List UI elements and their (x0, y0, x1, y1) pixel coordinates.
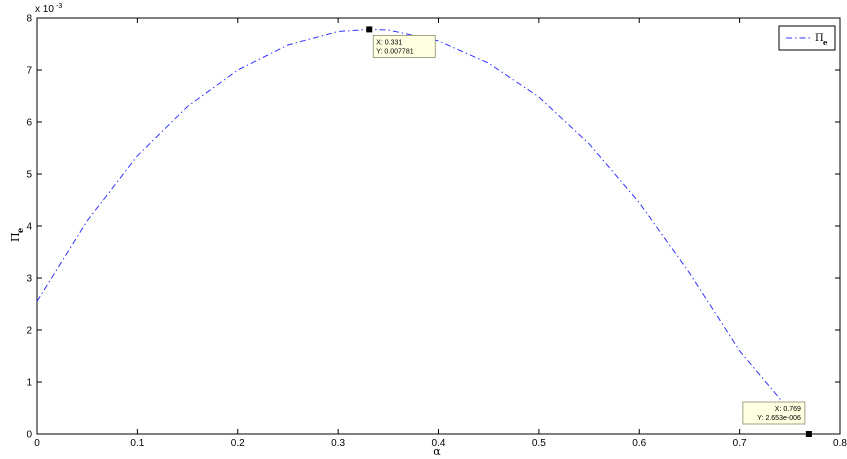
datatip-box (372, 34, 436, 58)
x-tick-label: 0.4 (432, 438, 446, 449)
y-axis-ticks: 0 1 2 3 4 5 6 7 8 (26, 14, 840, 441)
y-tick-label: 6 (26, 118, 32, 129)
x-tick-label: 0.7 (733, 438, 747, 449)
datatip-marker (366, 26, 373, 33)
y-axis-label-subscript: e (15, 228, 25, 233)
x-tick-label: 0.2 (231, 438, 245, 449)
plot-area (36, 17, 841, 435)
y-tick-label: 1 (26, 378, 32, 389)
datatip-box (742, 401, 806, 425)
x-tick-label: 0.8 (833, 438, 847, 449)
datatip-y-text: Y: 2.653e-006 (757, 415, 801, 422)
x-axis-label: α (433, 445, 441, 458)
y-tick-label: 4 (26, 222, 32, 233)
y-tick-label: 2 (26, 326, 32, 337)
y-tick-label: 0 (26, 430, 32, 441)
datatip-x-text: X: 0.769 (775, 406, 801, 413)
legend-label: Π (815, 33, 824, 44)
datatip-marker (805, 431, 812, 437)
y-tick-label: 3 (26, 274, 32, 285)
legend: Π e (778, 25, 836, 51)
x-tick-label: 0.1 (130, 438, 144, 449)
data-tips: X: 0.331 Y: 0.007781 X: 0.769 Y: 2.653e-006 (366, 26, 812, 437)
y-axis-label: Π (9, 232, 22, 242)
x-axis-ticks: 0 0.1 0.2 0.3 0.4 0.5 0.6 0.7 0.8 (34, 18, 847, 449)
x-tick-label: 0.5 (532, 438, 546, 449)
x-tick-label: 0 (34, 438, 40, 449)
legend-label-subscript: e (823, 38, 828, 47)
datatip-y-text: Y: 0.007781 (376, 48, 413, 55)
x-tick-label: 0.3 (331, 438, 345, 449)
x-tick-label: 0.6 (632, 438, 646, 449)
y-exponent-base: x 10 (35, 4, 54, 15)
y-tick-label: 5 (26, 170, 32, 181)
y-exponent-power: -3 (56, 3, 62, 10)
datatip-x-text: X: 0.331 (376, 39, 402, 46)
y-tick-label: 8 (26, 14, 32, 25)
y-tick-label: 7 (26, 66, 32, 77)
y-axis-label-group: Π e (9, 228, 25, 242)
